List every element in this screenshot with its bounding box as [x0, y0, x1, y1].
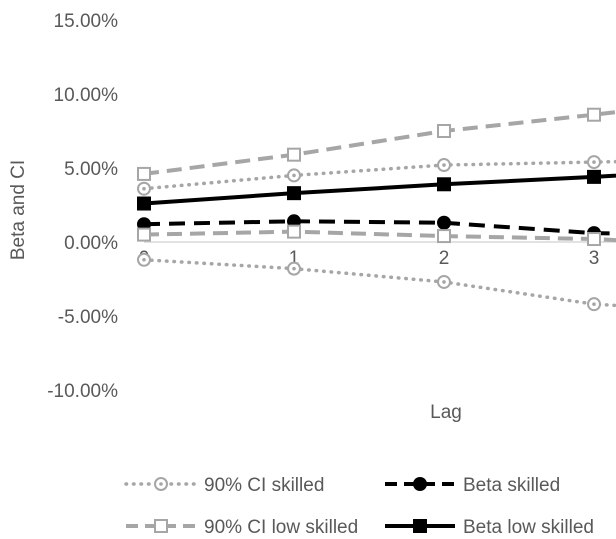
- filled-square-marker: [287, 186, 301, 201]
- open-square-marker: [587, 107, 601, 122]
- x-axis-ticks: 0123: [139, 248, 600, 269]
- marker-center-dot: [292, 173, 296, 178]
- y-axis-ticks: 15.00% 10.00% 5.00% 0.00% -5.00% -10.00%: [47, 11, 118, 402]
- legend-label: 90% CI low skilled: [204, 517, 358, 538]
- filled-square-marker: [587, 169, 601, 184]
- y-tick-label: 10.00%: [54, 85, 119, 106]
- series: [137, 252, 616, 312]
- series-line: [143, 173, 616, 206]
- y-tick-label: -10.00%: [47, 381, 118, 402]
- series-group: [137, 107, 616, 312]
- marker-center-dot: [442, 163, 446, 167]
- open-square-marker: [154, 519, 168, 533]
- y-tick-label: 0.00%: [64, 233, 118, 254]
- series-line: [143, 110, 616, 176]
- filled-square-marker: [137, 196, 151, 211]
- filled-square-marker: [413, 519, 427, 533]
- legend-item: Beta skilled: [385, 475, 560, 496]
- open-square-marker: [437, 229, 451, 244]
- legend: 90% CI skilled Beta skilled 90% CI low ski…: [124, 475, 594, 538]
- series-line: [143, 229, 616, 243]
- filled-square-marker: [437, 177, 451, 192]
- open-square-marker: [137, 166, 151, 181]
- x-axis-label: Lag: [430, 402, 462, 423]
- marker-center-dot: [159, 482, 163, 486]
- legend-item: Beta low skilled: [385, 517, 594, 538]
- legend-label: Beta skilled: [463, 475, 560, 496]
- y-tick-label: -5.00%: [58, 307, 118, 328]
- y-tick-label: 5.00%: [64, 159, 118, 180]
- legend-item: 90% CI low skilled: [126, 517, 358, 538]
- y-axis-label: Beta and CI: [8, 160, 29, 260]
- series: [137, 155, 616, 196]
- x-tick-label: 3: [589, 248, 600, 269]
- open-square-marker: [287, 224, 301, 239]
- marker-center-dot: [592, 302, 596, 306]
- filled-circle-marker: [413, 477, 427, 491]
- y-tick-label: 15.00%: [54, 11, 119, 32]
- marker-center-dot: [442, 280, 446, 284]
- series-line: [142, 258, 616, 308]
- marker-center-dot: [142, 186, 146, 191]
- open-square-marker: [587, 232, 601, 247]
- marker-center-dot: [592, 160, 596, 164]
- x-tick-label: 1: [289, 248, 300, 269]
- legend-label: 90% CI skilled: [204, 475, 324, 496]
- filled-circle-marker: [437, 215, 451, 230]
- series: [137, 224, 616, 247]
- x-tick-label: 2: [439, 248, 450, 269]
- open-square-marker: [287, 147, 301, 162]
- marker-center-dot: [142, 257, 146, 262]
- open-square-marker: [137, 227, 151, 242]
- legend-label: Beta low skilled: [463, 517, 594, 538]
- open-square-marker: [437, 124, 451, 138]
- legend-item: 90% CI skilled: [124, 475, 324, 496]
- marker-center-dot: [292, 266, 296, 271]
- series: [137, 169, 616, 211]
- series: [137, 107, 616, 181]
